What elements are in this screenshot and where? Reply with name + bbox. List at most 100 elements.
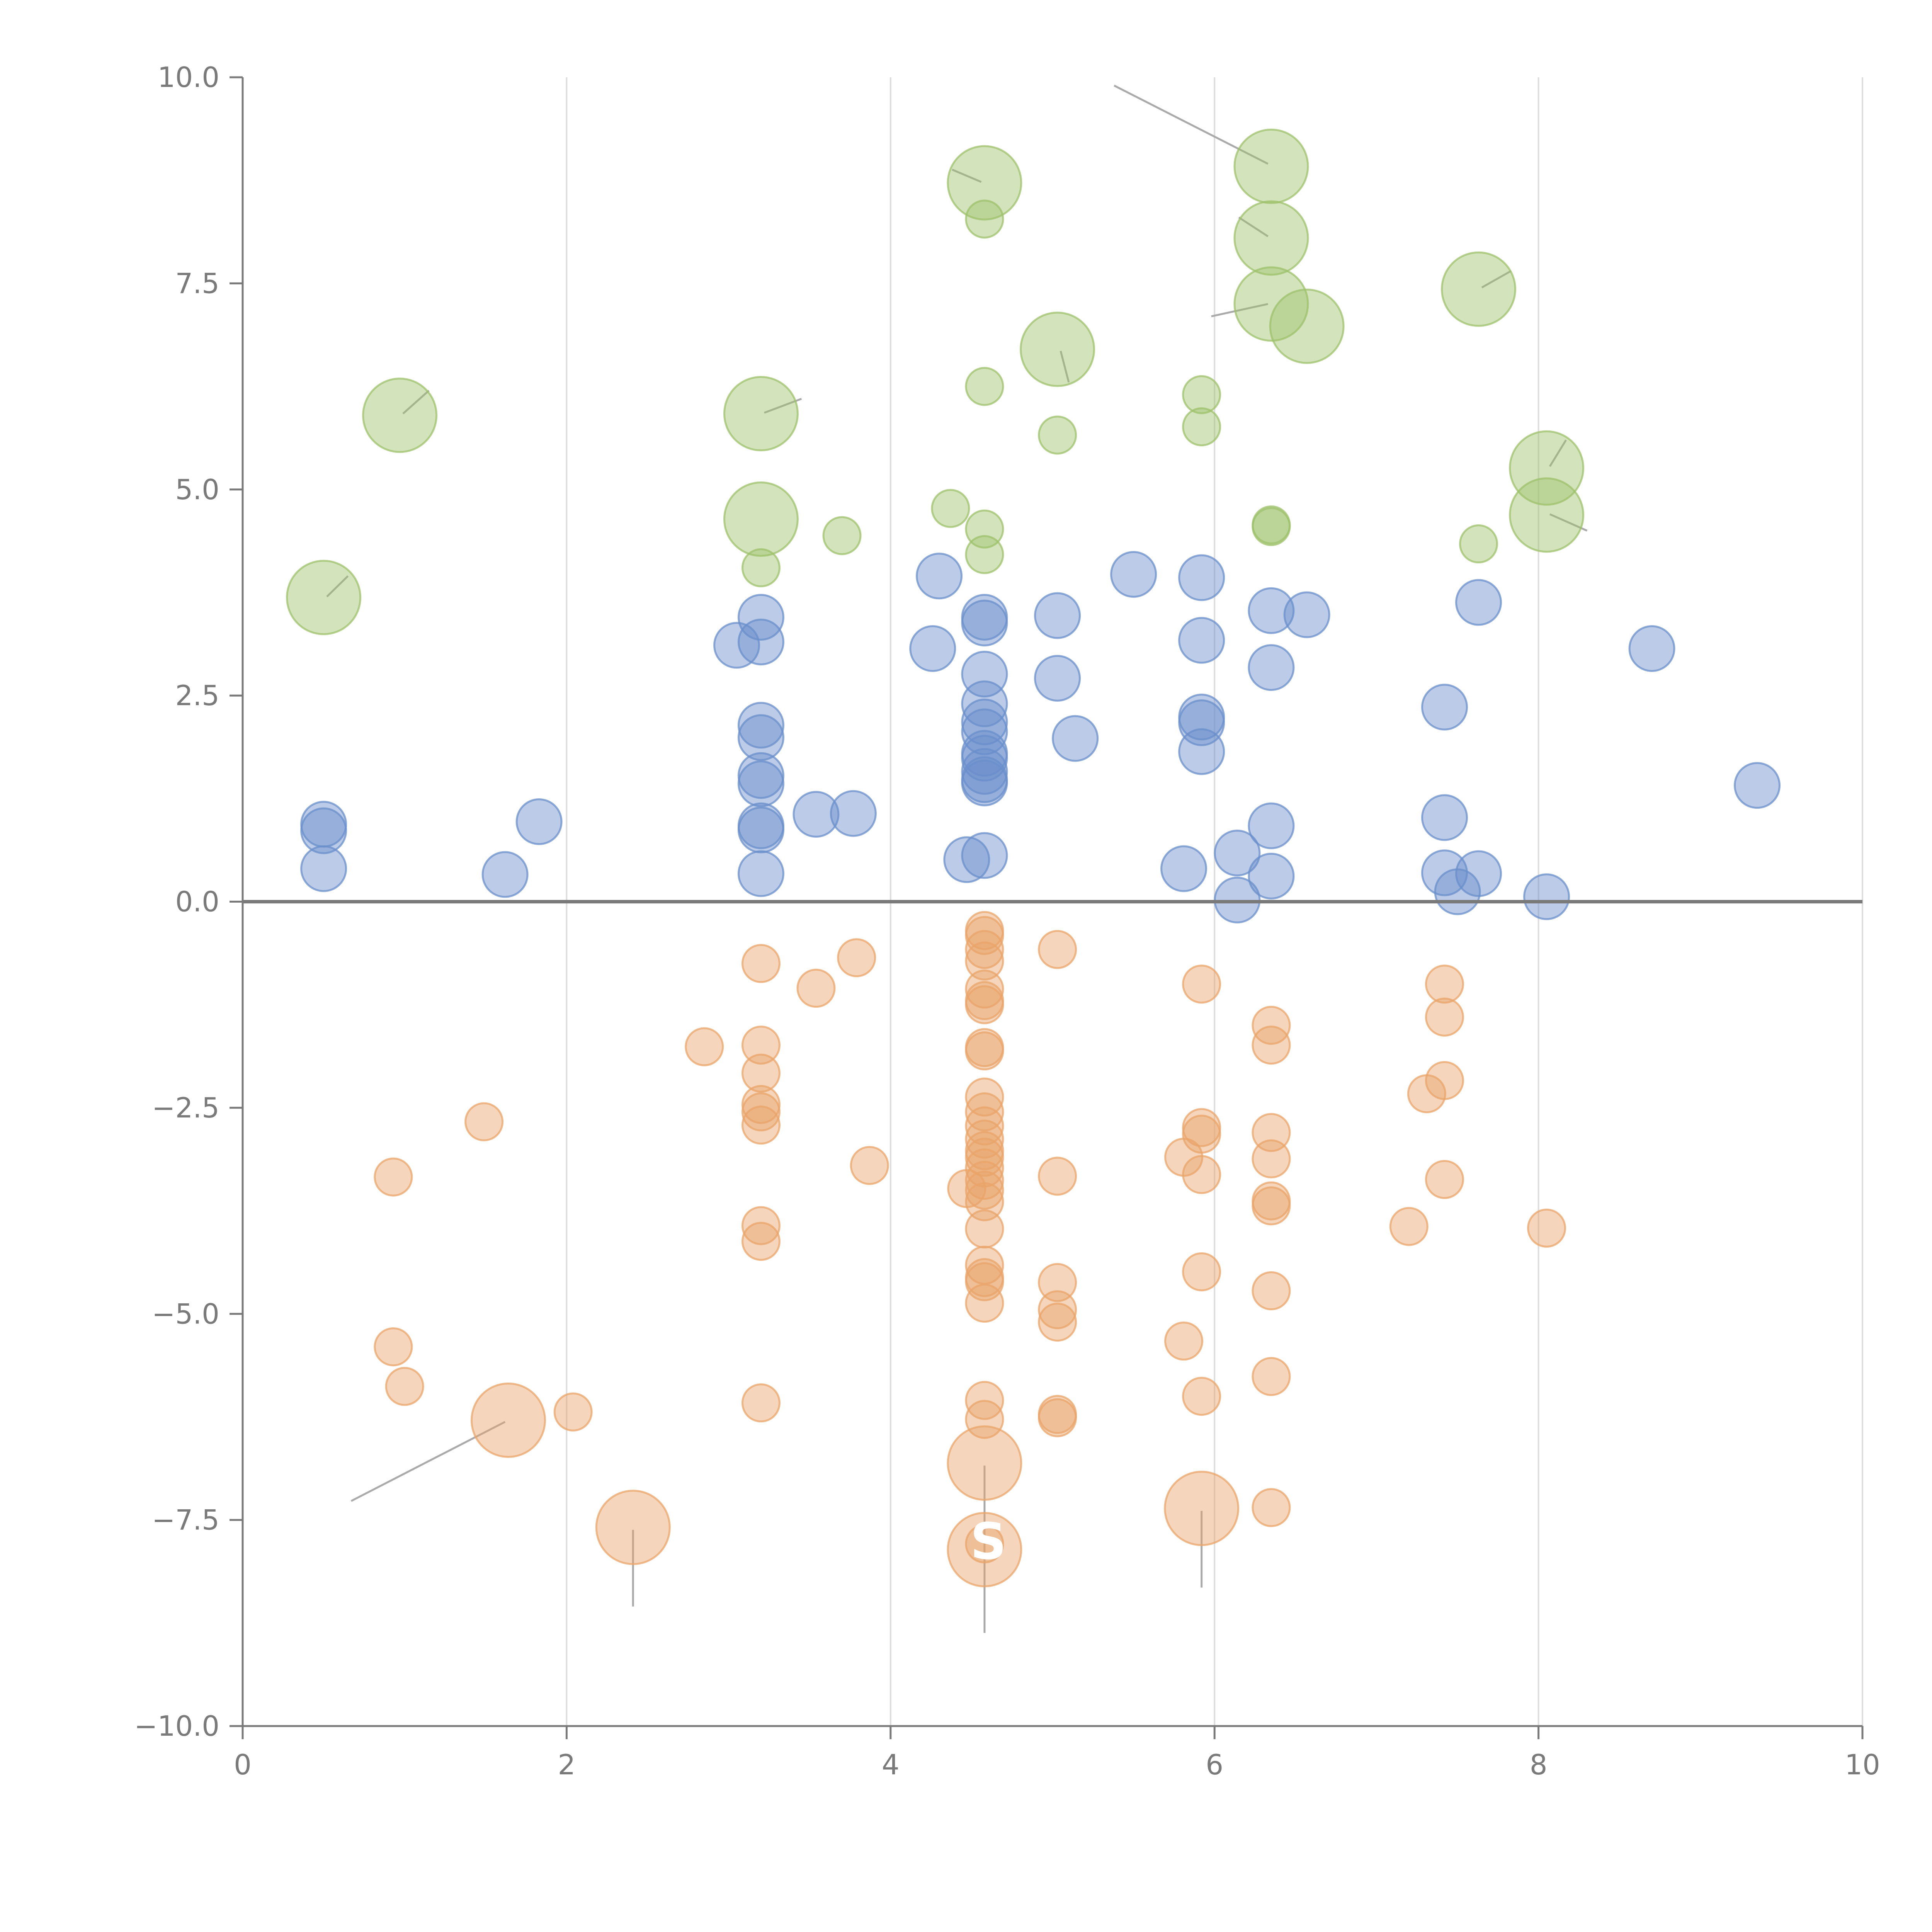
data-point-middle <box>300 807 347 854</box>
y-tick-label: −2.5 <box>152 1092 219 1124</box>
data-point-bottom <box>374 1327 413 1367</box>
data-point-top <box>1509 430 1585 506</box>
data-point-bottom <box>741 944 781 983</box>
data-point-bottom <box>965 1182 1004 1221</box>
data-point-middle <box>961 599 1008 646</box>
data-point-bottom <box>947 1512 1022 1587</box>
data-point-middle <box>713 622 760 669</box>
data-point-top <box>965 367 1004 406</box>
data-point-bottom <box>741 1026 781 1065</box>
data-point-middle <box>1110 551 1157 598</box>
data-point-bottom <box>1038 1156 1077 1196</box>
data-point-middle <box>1283 591 1330 638</box>
data-point-top <box>1038 415 1077 455</box>
data-point-middle <box>515 798 563 845</box>
data-point-bottom <box>1425 964 1464 1004</box>
data-point-bottom <box>1038 930 1077 969</box>
data-point-bottom <box>947 1425 1022 1501</box>
data-point-bottom <box>685 1027 724 1066</box>
data-point-middle <box>909 625 956 672</box>
data-point-middle <box>1628 625 1675 672</box>
data-point-middle <box>1421 684 1468 731</box>
data-point-middle <box>737 850 784 897</box>
data-point-bottom <box>1252 1271 1291 1311</box>
y-tick-label: −7.5 <box>152 1504 219 1536</box>
data-point-middle <box>1034 592 1081 639</box>
data-point-bottom <box>470 1382 546 1458</box>
data-point-bottom <box>1252 1026 1291 1065</box>
data-point-bottom <box>1389 1207 1429 1246</box>
data-point-top <box>1020 311 1095 387</box>
data-point-top <box>1440 251 1516 327</box>
data-point-bottom <box>1407 1074 1446 1114</box>
data-point-top <box>1233 200 1309 276</box>
data-point-middle <box>481 851 529 898</box>
data-point-bottom <box>965 969 1004 1009</box>
y-tick-label: 0.0 <box>175 886 219 918</box>
data-point-middle <box>961 708 1008 755</box>
data-point-middle <box>961 735 1008 782</box>
data-point-top <box>1269 288 1345 364</box>
y-tick-label: 10.0 <box>158 61 219 94</box>
data-point-middle <box>1248 644 1295 691</box>
data-point-middle <box>737 618 784 665</box>
data-point-bottom <box>741 1053 781 1093</box>
data-point-middle <box>300 845 347 892</box>
data-point-middle <box>1523 873 1570 920</box>
leader-line <box>1238 216 1269 237</box>
data-point-bottom <box>965 941 1004 981</box>
data-point-bottom <box>1164 1321 1204 1361</box>
data-point-bottom <box>1252 1357 1291 1396</box>
data-point-bottom <box>1182 964 1221 1004</box>
data-point-bottom <box>965 930 1004 969</box>
y-tick-label: 7.5 <box>175 267 219 299</box>
data-point-bottom <box>1038 1398 1077 1437</box>
leader-line <box>402 389 430 415</box>
data-point-bottom <box>837 938 876 978</box>
data-point-bottom <box>965 1077 1004 1117</box>
data-point-bottom <box>965 1262 1004 1301</box>
data-point-middle <box>1248 587 1295 634</box>
leader-line <box>1481 270 1512 289</box>
data-point-top <box>1252 507 1291 546</box>
data-point-top <box>1233 266 1309 342</box>
data-point-bottom <box>1164 1471 1240 1546</box>
data-point-bottom <box>741 1222 781 1261</box>
data-point-top <box>723 481 799 557</box>
data-point-bottom <box>965 1138 1004 1177</box>
data-point-bottom <box>1425 997 1464 1037</box>
y-tick-label: −10.0 <box>134 1710 219 1742</box>
y-tick-label: −5.0 <box>152 1298 219 1330</box>
data-point-top <box>1459 524 1498 564</box>
data-point-top <box>1233 128 1309 204</box>
data-point-bottom <box>741 1105 781 1145</box>
data-point-middle <box>961 759 1008 806</box>
data-point-middle <box>1248 802 1295 849</box>
data-point-bottom <box>965 1400 1004 1439</box>
data-point-bottom <box>1252 1139 1291 1179</box>
data-point-middle <box>961 680 1008 727</box>
tick-marks <box>230 76 1864 1739</box>
data-point-bottom <box>965 985 1004 1024</box>
data-point-top <box>947 145 1022 221</box>
annotation-label: S <box>970 1512 1007 1571</box>
data-point-bottom <box>965 1209 1004 1248</box>
data-point-bottom <box>1038 1303 1077 1342</box>
data-point-middle <box>1455 579 1502 626</box>
data-point-middle <box>737 760 784 807</box>
data-point-bottom <box>965 1170 1004 1210</box>
data-point-bottom <box>1038 1263 1077 1302</box>
data-point-bottom <box>1527 1208 1566 1248</box>
data-point-bottom <box>1252 1186 1291 1226</box>
data-point-middle <box>961 832 1008 879</box>
data-point-middle <box>1178 617 1225 664</box>
data-point-bottom <box>965 1284 1004 1323</box>
data-point-middle <box>793 791 840 838</box>
data-point-middle <box>1034 655 1081 702</box>
x-tick-label: 8 <box>1530 1748 1548 1781</box>
data-point-bottom <box>1038 1290 1077 1330</box>
data-point-middle <box>943 836 990 883</box>
y-tick-label: 2.5 <box>175 679 219 712</box>
data-point-bottom <box>965 1524 1004 1563</box>
